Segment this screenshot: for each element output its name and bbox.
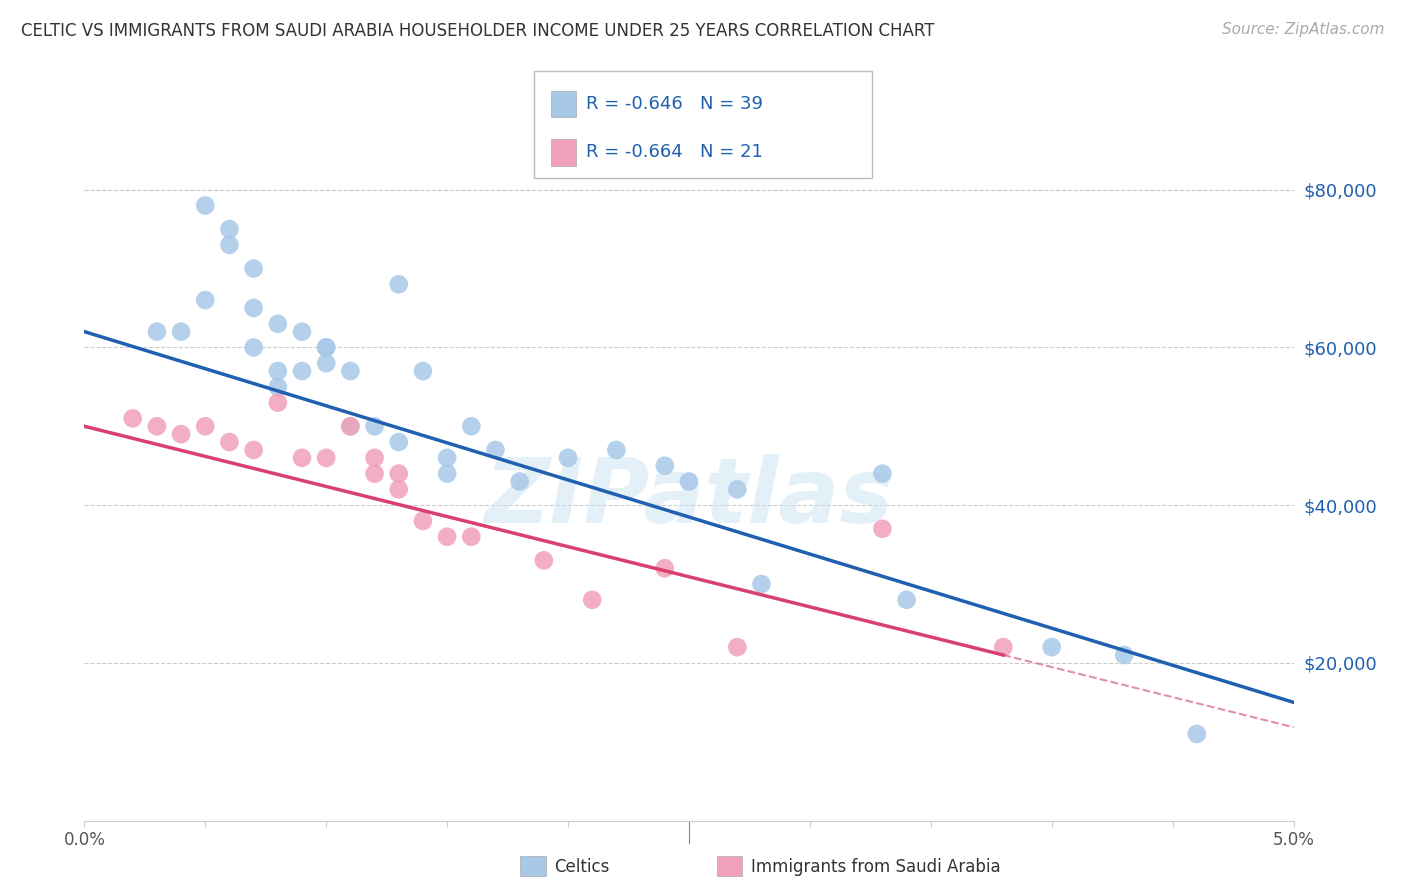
Point bbox=[194, 198, 217, 212]
Point bbox=[146, 325, 169, 339]
Text: Source: ZipAtlas.com: Source: ZipAtlas.com bbox=[1222, 22, 1385, 37]
Point bbox=[460, 530, 482, 544]
Point bbox=[412, 364, 434, 378]
Point bbox=[725, 483, 748, 497]
Text: ZIPatlas: ZIPatlas bbox=[485, 454, 893, 542]
Point bbox=[436, 530, 458, 544]
Point bbox=[725, 640, 748, 654]
Point bbox=[751, 577, 773, 591]
Point bbox=[339, 364, 361, 378]
Point bbox=[315, 340, 337, 354]
Point bbox=[194, 419, 217, 434]
Point bbox=[146, 419, 169, 434]
Text: Immigrants from Saudi Arabia: Immigrants from Saudi Arabia bbox=[751, 858, 1001, 876]
Point bbox=[1114, 648, 1136, 662]
Point bbox=[218, 222, 240, 236]
Point bbox=[339, 419, 361, 434]
Point bbox=[267, 364, 290, 378]
Point bbox=[242, 442, 264, 457]
Point bbox=[315, 450, 337, 465]
Point bbox=[242, 340, 264, 354]
Point bbox=[1040, 640, 1063, 654]
Point bbox=[388, 467, 411, 481]
Point bbox=[170, 427, 193, 442]
Point bbox=[291, 450, 314, 465]
Point bbox=[896, 592, 918, 607]
Point bbox=[605, 442, 627, 457]
Text: Celtics: Celtics bbox=[554, 858, 609, 876]
Point bbox=[242, 301, 264, 315]
Point bbox=[170, 325, 193, 339]
Point bbox=[1185, 727, 1208, 741]
Point bbox=[218, 238, 240, 252]
Point bbox=[291, 364, 314, 378]
Point bbox=[267, 395, 290, 409]
Point bbox=[533, 553, 555, 567]
Point bbox=[460, 419, 482, 434]
Point bbox=[315, 356, 337, 370]
Point bbox=[678, 475, 700, 489]
Point bbox=[557, 450, 579, 465]
Point bbox=[363, 419, 385, 434]
Point bbox=[388, 435, 411, 450]
Point bbox=[436, 450, 458, 465]
Point bbox=[242, 261, 264, 276]
Text: R = -0.646   N = 39: R = -0.646 N = 39 bbox=[586, 95, 763, 113]
Point bbox=[267, 317, 290, 331]
Point bbox=[412, 514, 434, 528]
Point bbox=[872, 467, 894, 481]
Point bbox=[339, 419, 361, 434]
Point bbox=[509, 475, 531, 489]
Point bbox=[315, 340, 337, 354]
Point bbox=[654, 458, 676, 473]
Point bbox=[363, 467, 385, 481]
Point bbox=[291, 325, 314, 339]
Point bbox=[388, 277, 411, 292]
Point bbox=[581, 592, 603, 607]
Point bbox=[872, 522, 894, 536]
Point bbox=[121, 411, 143, 425]
Point bbox=[363, 450, 385, 465]
Point bbox=[218, 435, 240, 450]
Point bbox=[654, 561, 676, 575]
Point bbox=[436, 467, 458, 481]
Point bbox=[388, 483, 411, 497]
Point bbox=[484, 442, 506, 457]
Text: CELTIC VS IMMIGRANTS FROM SAUDI ARABIA HOUSEHOLDER INCOME UNDER 25 YEARS CORRELA: CELTIC VS IMMIGRANTS FROM SAUDI ARABIA H… bbox=[21, 22, 935, 40]
Point bbox=[993, 640, 1015, 654]
Text: R = -0.664   N = 21: R = -0.664 N = 21 bbox=[586, 144, 763, 161]
Point bbox=[267, 380, 290, 394]
Point bbox=[194, 293, 217, 307]
